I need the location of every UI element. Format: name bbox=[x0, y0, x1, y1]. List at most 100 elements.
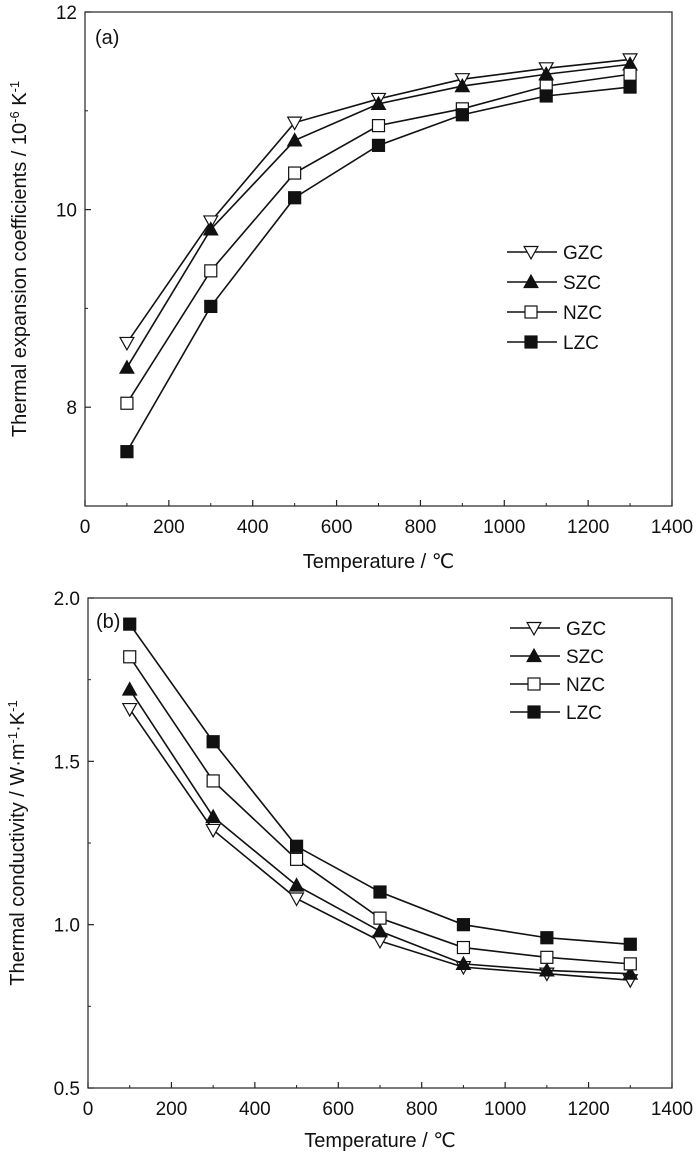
legend-marker-szc-b bbox=[526, 647, 542, 663]
data-point-szc-a bbox=[202, 221, 219, 236]
data-point-lzc-a bbox=[455, 108, 469, 122]
legend-label-szc-a: SZC bbox=[563, 273, 601, 294]
data-point-nzc-b bbox=[206, 774, 220, 788]
data-point-nzc-b bbox=[289, 852, 304, 866]
legend-label-nzc-b: NZC bbox=[566, 675, 605, 696]
y-tick-label-a: 8 bbox=[66, 398, 77, 419]
legend-marker-gzc-a bbox=[523, 245, 539, 261]
series-szc-b bbox=[121, 681, 639, 980]
data-point-szc-b bbox=[205, 808, 222, 823]
data-point-nzc-a bbox=[120, 396, 134, 410]
y-tick-label-b: 0.5 bbox=[54, 1079, 80, 1100]
x-tick-label-a: 1000 bbox=[483, 517, 525, 538]
data-point-szc-a bbox=[286, 132, 303, 147]
data-point-nzc-b bbox=[123, 650, 137, 664]
x-axis-title-b: Temperature / ℃ bbox=[304, 1130, 455, 1152]
panel-a-thermal-expansion: 0 200 400 600 800 1000 1200 1400 8 10 12 Temperatur… bbox=[7, 3, 694, 573]
x-tick-label-a: 1200 bbox=[567, 517, 609, 538]
x-tick-label-b: 1200 bbox=[567, 1099, 609, 1120]
data-point-gzc-b bbox=[121, 702, 138, 718]
legend-marker-lzc-a bbox=[524, 335, 538, 349]
data-point-lzc-b bbox=[456, 918, 471, 932]
series-nzc-a bbox=[120, 67, 637, 410]
x-tick-label-b: 200 bbox=[156, 1099, 188, 1120]
legend-marker-szc-a bbox=[523, 273, 539, 289]
data-point-szc-b bbox=[288, 877, 305, 892]
y-tick-label-b: 1.5 bbox=[54, 752, 80, 773]
legend-marker-lzc-b bbox=[527, 705, 541, 719]
x-tick-label-a: 800 bbox=[405, 517, 437, 538]
data-point-nzc-a bbox=[371, 119, 386, 133]
data-point-lzc-b bbox=[123, 617, 137, 631]
x-tick-label-a: 1400 bbox=[651, 517, 693, 538]
data-point-nzc-b bbox=[540, 950, 554, 964]
panel-label-a: (a) bbox=[95, 27, 119, 49]
y-axis-title-a: Thermal expansion coefficients / 10-6 K-… bbox=[7, 81, 32, 437]
data-point-gzc-a bbox=[119, 336, 135, 352]
legend-label-gzc-a: GZC bbox=[563, 243, 603, 264]
series-lzc-a bbox=[120, 80, 637, 459]
data-point-lzc-a bbox=[120, 445, 134, 459]
data-point-gzc-b bbox=[288, 892, 305, 907]
data-point-lzc-b bbox=[540, 931, 554, 945]
x-tick-label-b: 400 bbox=[239, 1099, 271, 1120]
x-tick-label-b: 600 bbox=[322, 1099, 354, 1120]
x-tick-label-a: 400 bbox=[237, 517, 269, 538]
plot-frame-b bbox=[87, 597, 673, 1089]
y-tick-label-b: 1.0 bbox=[54, 916, 80, 937]
legend-label-lzc-b: LZC bbox=[566, 703, 602, 724]
data-point-szc-b bbox=[372, 923, 388, 938]
series-nzc-b bbox=[123, 650, 637, 971]
legend-a: GZC SZC NZC LZC bbox=[507, 243, 603, 354]
data-point-nzc-b bbox=[373, 911, 387, 925]
x-tick-label-b: 1400 bbox=[651, 1099, 693, 1120]
x-tick-label-a: 200 bbox=[153, 517, 185, 538]
legend-marker-nzc-a bbox=[524, 305, 538, 319]
data-point-lzc-a bbox=[204, 299, 218, 314]
panel-b-thermal-conductivity: 0 200 400 600 800 1000 1200 1400 0.5 1.0 1.5 2.0 Tem… bbox=[5, 589, 694, 1152]
y-tick-label-a: 10 bbox=[56, 201, 77, 222]
series-szc-a bbox=[119, 56, 638, 374]
data-point-nzc-b bbox=[456, 940, 471, 955]
x-tick-label-b: 800 bbox=[406, 1099, 438, 1120]
data-point-szc-b bbox=[455, 955, 472, 970]
x-tick-label-a: 0 bbox=[80, 517, 91, 538]
data-point-lzc-b bbox=[206, 735, 220, 749]
panel-label-b: (b) bbox=[96, 611, 120, 633]
data-point-szc-b bbox=[121, 681, 138, 696]
data-point-lzc-b bbox=[289, 839, 304, 853]
y-tick-label-b: 2.0 bbox=[54, 589, 80, 610]
data-point-nzc-a bbox=[204, 264, 218, 278]
legend-label-gzc-b: GZC bbox=[566, 619, 606, 640]
data-point-gzc-b bbox=[205, 823, 222, 839]
data-point-lzc-a bbox=[539, 89, 553, 103]
legend-label-szc-b: SZC bbox=[566, 647, 604, 668]
series-gzc-b bbox=[121, 702, 639, 989]
data-point-nzc-a bbox=[623, 67, 637, 81]
series-lzc-b bbox=[123, 617, 637, 951]
data-point-nzc-a bbox=[288, 166, 302, 180]
data-point-lzc-a bbox=[371, 138, 386, 152]
x-tick-label-a: 600 bbox=[321, 517, 353, 538]
data-point-szc-a bbox=[454, 77, 471, 93]
data-point-lzc-b bbox=[623, 937, 637, 951]
y-axis-title-b: Thermal conductivity / W·m-1·K-1 bbox=[5, 700, 30, 985]
data-point-lzc-b bbox=[373, 885, 387, 899]
data-point-szc-a bbox=[119, 359, 135, 374]
y-tick-label-a: 12 bbox=[56, 3, 77, 24]
data-point-szc-b bbox=[538, 962, 555, 977]
data-point-lzc-a bbox=[288, 191, 302, 205]
data-point-szc-a bbox=[370, 95, 387, 111]
legend-marker-gzc-b bbox=[526, 621, 542, 637]
legend-label-lzc-a: LZC bbox=[563, 333, 599, 354]
data-point-gzc-a bbox=[286, 116, 303, 131]
data-point-nzc-b bbox=[623, 957, 637, 971]
x-tick-label-b: 0 bbox=[83, 1099, 94, 1120]
x-tick-label-b: 1000 bbox=[484, 1099, 526, 1120]
legend-b: GZC SZC NZC LZC bbox=[510, 619, 606, 724]
legend-marker-nzc-b bbox=[527, 677, 541, 691]
data-point-szc-b bbox=[622, 965, 639, 980]
legend-label-nzc-a: NZC bbox=[563, 303, 602, 324]
data-point-lzc-a bbox=[623, 80, 637, 94]
